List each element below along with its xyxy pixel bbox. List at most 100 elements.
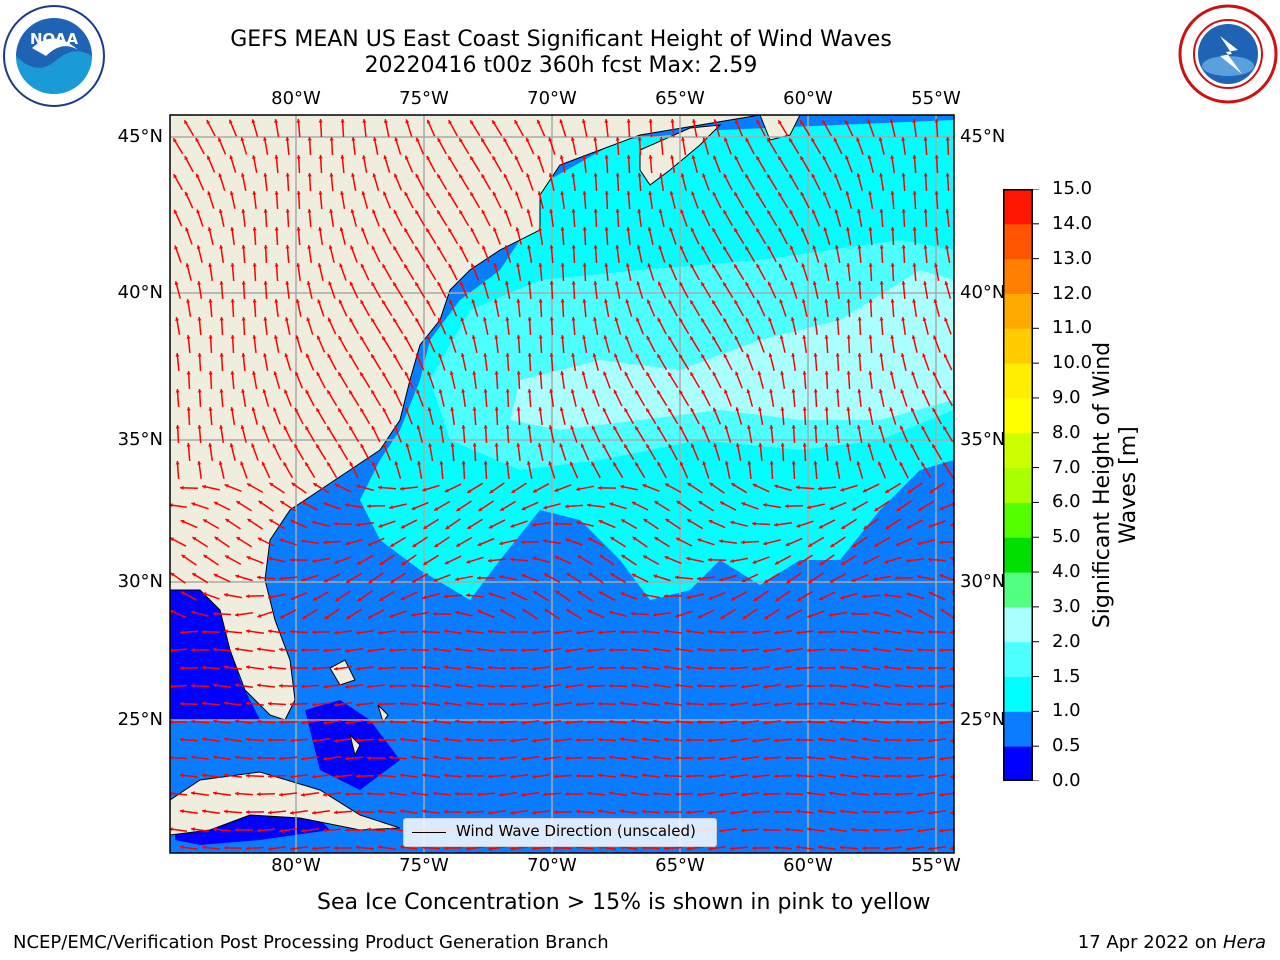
wave-vector-head [323,684,327,689]
wave-vector-head [698,501,703,505]
wave-vector-head [932,371,937,376]
wave-vector-head [503,173,508,178]
wave-vector-head [339,263,344,268]
wave-vector-head [620,592,625,596]
wave-vector-head [455,610,459,615]
wave-vector-head [312,810,316,815]
wave-vector-head [263,281,268,285]
wave-vector-head [819,561,824,566]
wave-vector-head [873,719,877,724]
wave-vector-head [362,119,367,123]
wave-vector-head [521,648,525,653]
wave-vector-head [922,353,927,358]
wave-vector-head [857,209,862,213]
wave-vector-head [895,683,899,688]
wave-vector-head [846,227,850,231]
wave-vector-head [642,593,646,597]
wave-vector-head [646,336,651,340]
wave-vector-head [554,521,558,526]
wave-vector-head [912,119,917,123]
wave-vector-head [653,574,658,579]
wave-vector-head [654,537,659,541]
wave-vector-head [664,556,669,560]
wave-vector-head [697,538,702,543]
wave-vector-head [225,519,230,523]
wave-vector-head [906,810,910,815]
wave-vector-head [460,317,465,322]
wave-vector-head [829,827,833,832]
wave-vector-head [576,773,580,778]
wave-vector-head [646,408,650,413]
wave-vector-head [202,592,207,596]
colorbar-segment [1003,572,1033,608]
wave-vector-head [741,502,746,506]
wave-vector-head [697,683,701,688]
wave-vector-head [323,756,327,761]
wave-vector-head [307,245,312,249]
wave-vector-head [928,738,932,743]
wave-vector-head [906,701,910,706]
wave-vector-head [895,792,899,797]
wave-vector-head [763,684,767,689]
wave-vector-head [884,629,888,634]
wave-vector-head [433,755,437,760]
wave-vector-head [686,556,690,561]
wave-vector-head [741,792,745,797]
wave-vector-head [818,773,822,778]
wave-vector-head [415,282,419,287]
wave-vector-head [774,484,779,489]
wave-vector-head [461,389,466,393]
wave-vector-head [279,647,283,652]
wave-vector-head [626,155,631,159]
wave-vector-head [312,702,316,707]
wave-vector-head [549,281,554,285]
wave-vector-head [702,425,706,430]
wave-vector-head [846,263,851,267]
wave-vector-head [514,155,519,160]
wave-vector-head [906,592,911,597]
wave-vector-head [582,155,587,159]
wave-vector-head [393,246,397,251]
wave-vector-head [675,719,679,724]
land-cape-breton [759,115,801,141]
wave-vector-head [257,755,261,760]
wave-vector-head [636,317,640,322]
wave-vector-head [868,299,873,303]
map-frame [169,114,955,854]
wave-vector-head [466,559,471,564]
wave-vector-head [511,489,516,493]
wave-vector-head [593,173,598,177]
wave-vector-head [797,561,802,565]
colorbar-tick-label: 1.0 [1052,700,1081,722]
wave-vector-head [312,666,316,671]
wave-vector-head [767,281,772,286]
wave-vector-head [488,592,493,597]
wave-vector-head [664,737,668,742]
wave-vector-head [383,191,387,196]
wave-vector-head [499,574,503,579]
wave-vector-head [481,138,485,143]
wave-vector-head [889,407,894,412]
wave-vector-head [404,336,409,341]
wave-vector-head [614,353,618,358]
wave-vector-head [796,809,800,814]
wave-vector-head [426,300,431,305]
wave-vector-head [686,665,690,670]
wave-vector-head [262,425,266,430]
wave-vector-head [268,701,272,706]
wave-vector-head [862,846,866,851]
wave-vector-head [445,525,450,530]
wave-vector-head [802,335,807,339]
wave-vector-head [389,648,393,653]
wave-vector-head [789,210,794,214]
wave-vector-head [895,542,900,547]
wave-vector-head [548,173,553,177]
wave-vector-head [950,702,954,707]
wave-vector-head [884,559,889,564]
wave-vector-head [906,665,910,670]
wave-vector-head [252,263,257,267]
wave-vector-head [334,702,338,707]
wave-vector-head [279,756,283,761]
wave-vector-head [404,371,409,376]
wave-vector-head [448,228,452,233]
